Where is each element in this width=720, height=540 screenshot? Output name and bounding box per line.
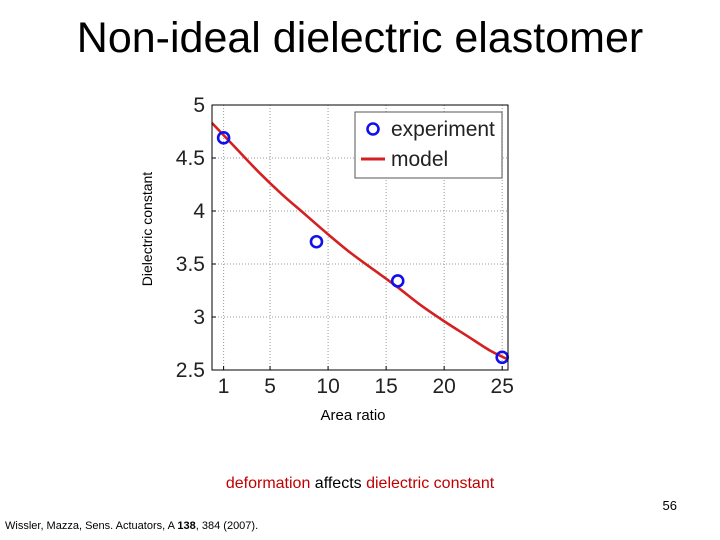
legend-box [354, 111, 503, 179]
caption: deformation affects dielectric constant [0, 475, 720, 493]
y-tick-label: 3 [193, 306, 205, 329]
y-tick-label: 4.5 [176, 147, 205, 170]
tick-layer: 1 5 10 15 20 252.533.544.55 [176, 95, 514, 398]
y-axis-label: Dielectric constant [139, 171, 155, 287]
legend-experiment-label: experiment [391, 118, 495, 141]
slide-title: Non-ideal dielectric elastomer [76, 14, 644, 62]
experiment-point [309, 234, 324, 249]
y-tick-label: 3.5 [176, 253, 205, 276]
citation-pages: , 384 (2007). [195, 520, 259, 532]
legend: experiment model [354, 111, 503, 179]
legend-model-label: model [391, 148, 448, 171]
x-tick-label: 15 [374, 375, 397, 398]
plot-border [211, 104, 509, 371]
y-tick-label: 4 [193, 200, 205, 223]
y-tick-label: 2.5 [176, 359, 205, 382]
citation-volume: 138 [177, 520, 196, 532]
citation: Wissler, Mazza, Sens. Actuators, A 138, … [5, 520, 258, 532]
citation-authors: Wissler, Mazza, Sens. Actuators, A [5, 520, 178, 532]
legend-experiment-marker [366, 122, 380, 136]
x-tick-label: 1 [218, 375, 230, 398]
y-tick-label: 5 [193, 95, 205, 117]
x-tick-label: 25 [491, 375, 514, 398]
page-number: 56 [662, 498, 677, 513]
x-tick-label: 5 [264, 375, 276, 398]
dielectric-constant-chart: 1 5 10 15 20 252.533.544.55 experiment model [176, 95, 514, 398]
caption-deformation: deformation [225, 475, 311, 492]
x-tick-label: 20 [432, 375, 455, 398]
model-curve [211, 122, 509, 361]
experiment-point [216, 131, 231, 145]
caption-dielectric-constant: dielectric constant [366, 475, 495, 492]
experiment-point [390, 274, 405, 288]
x-axis-label: Area ratio [320, 407, 386, 424]
x-tick-label: 10 [316, 375, 339, 398]
caption-affects: affects [314, 475, 362, 492]
